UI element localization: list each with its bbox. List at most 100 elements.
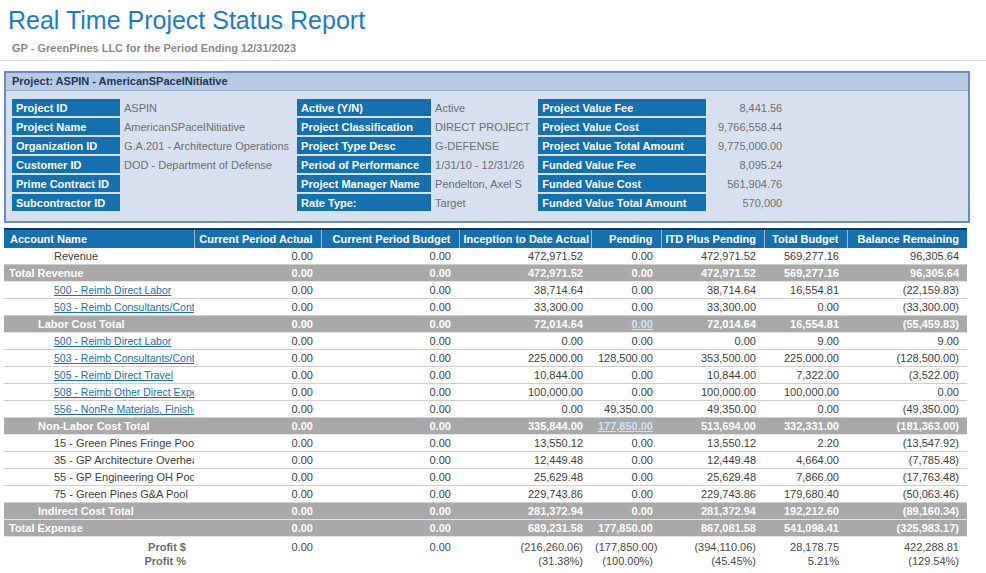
- value-cell: 0.00: [321, 299, 459, 316]
- value-cell: 0.00: [321, 469, 459, 486]
- value-cell: 16,554.81: [764, 316, 847, 333]
- info-label: Funded Value Fee: [538, 156, 706, 173]
- value-cell: (22,159.83): [847, 282, 967, 299]
- value-cell: 281,372.94: [459, 503, 591, 520]
- account-name-cell: Labor Cost Total: [4, 316, 194, 333]
- report-page: Real Time Project Status Report GP - Gre…: [0, 0, 986, 573]
- value-cell: 0.00: [321, 333, 459, 350]
- value-cell: 38,714.64: [459, 282, 591, 299]
- value-cell: 0.00: [321, 418, 459, 435]
- account-name-cell: Total Expense: [4, 520, 194, 537]
- account-name-cell: 15 - Green Pines Fringe Pool: [4, 435, 194, 452]
- value-cell: 0.00: [591, 316, 661, 333]
- account-link[interactable]: 505 - Reimb Direct Travel: [54, 369, 173, 381]
- value-cell: 0.00: [321, 384, 459, 401]
- info-row: Project NameAmericanSPaceINitiative: [12, 118, 293, 135]
- info-label: Project ID: [12, 99, 120, 116]
- info-row: Project Manager NamePendelton, Axel S: [297, 175, 534, 192]
- value-cell: 0.00: [591, 299, 661, 316]
- info-value: Pendelton, Axel S: [431, 175, 534, 192]
- info-value: AmericanSPaceINitiative: [120, 118, 293, 135]
- value-cell: 0.00: [194, 452, 321, 469]
- account-link[interactable]: 500 - Reimb Direct Labor: [54, 335, 171, 347]
- value-cell: 0.00: [847, 384, 967, 401]
- value-cell: 38,714.64: [661, 282, 764, 299]
- value-cell: 472,971.52: [661, 265, 764, 282]
- value-cell: 33,300.00: [459, 299, 591, 316]
- profit-percent-value: 5.21%: [768, 554, 839, 568]
- value-cell: 0.00: [321, 282, 459, 299]
- project-info-group-1: Project IDASPINProject NameAmericanSPace…: [12, 97, 293, 213]
- account-link[interactable]: 503 - Reimb Consultants/Contrac: [54, 301, 194, 313]
- account-link[interactable]: 556 - NonRe Materials, Finished: [54, 403, 194, 415]
- value-cell: 569,277.16: [764, 265, 847, 282]
- info-row: Period of Performance1/31/10 - 12/31/26: [297, 156, 534, 173]
- column-header-current-period-budget: Current Period Budget: [321, 229, 459, 248]
- pending-detail-link[interactable]: 0.00: [632, 318, 653, 330]
- info-label: Customer ID: [12, 156, 120, 173]
- account-name-cell: 508 - Reimb Other Direct Expens: [4, 384, 194, 401]
- info-value: 8,095.24: [706, 156, 786, 173]
- value-cell: 332,331.00: [764, 418, 847, 435]
- profit-percent-value: (100.00%): [595, 554, 653, 568]
- value-cell: 0.00: [321, 316, 459, 333]
- account-link[interactable]: 503 - Reimb Consultants/Contrac: [54, 352, 194, 364]
- profit-dollar-label: Profit $: [8, 540, 186, 554]
- info-row: Active (Y/N)Active: [297, 99, 534, 116]
- profit-dollar-value: 0.00: [325, 540, 451, 554]
- value-cell: 335,844.00: [459, 418, 591, 435]
- info-value: 570,000: [706, 194, 786, 211]
- value-cell: 281,372.94: [661, 503, 764, 520]
- project-info-body: Project IDASPINProject NameAmericanSPace…: [6, 91, 968, 221]
- info-label: Project Type Desc: [297, 137, 431, 154]
- account-name-cell: Non-Labor Cost Total: [4, 418, 194, 435]
- info-label: Organization ID: [12, 137, 120, 154]
- table-row: 35 - GP Architecture Overhead0.000.0012,…: [4, 452, 967, 469]
- info-row: Rate Type:Target: [297, 194, 534, 211]
- profit-dollar-value: (394,110.06): [665, 540, 756, 554]
- table-row: 503 - Reimb Consultants/Contrac0.000.002…: [4, 350, 967, 367]
- table-row: 500 - Reimb Direct Labor0.000.0038,714.6…: [4, 282, 967, 299]
- account-link[interactable]: 508 - Reimb Other Direct Expens: [54, 386, 194, 398]
- info-label: Funded Value Cost: [538, 175, 706, 192]
- value-cell: 10,844.00: [459, 367, 591, 384]
- info-value: [120, 175, 293, 192]
- project-info-panel: Project: ASPIN - AmericanSPaceINitiative…: [4, 71, 970, 223]
- pending-detail-link[interactable]: 177,850.00: [598, 420, 653, 432]
- info-value: G.A.201 - Architecture Operations: [120, 137, 293, 154]
- value-cell: 0.00: [591, 367, 661, 384]
- value-cell: 0.00: [591, 282, 661, 299]
- value-cell: 0.00: [591, 384, 661, 401]
- table-row: Revenue0.000.00472,971.520.00472,971.525…: [4, 248, 967, 265]
- account-name-cell: Total Revenue: [4, 265, 194, 282]
- profit-value-cell: (216,260.06)(31.38%): [459, 537, 591, 571]
- table-row: 556 - NonRe Materials, Finished0.000.000…: [4, 401, 967, 418]
- page-title: Real Time Project Status Report: [0, 0, 986, 39]
- status-report-table: Account NameCurrent Period ActualCurrent…: [4, 228, 967, 570]
- profit-labels: Profit $Profit %: [4, 537, 194, 571]
- value-cell: 0.00: [591, 469, 661, 486]
- info-value: G-DEFENSE: [431, 137, 534, 154]
- value-cell: 229,743.86: [661, 486, 764, 503]
- value-cell: 0.00: [194, 299, 321, 316]
- value-cell: 0.00: [194, 282, 321, 299]
- value-cell: (89,160.34): [847, 503, 967, 520]
- value-cell: 0.00: [194, 265, 321, 282]
- value-cell: 0.00: [321, 435, 459, 452]
- info-value: 561,904.76: [706, 175, 786, 192]
- value-cell: 0.00: [194, 520, 321, 537]
- profit-value-cell: 0.00: [194, 537, 321, 571]
- value-cell: 13,550.12: [459, 435, 591, 452]
- account-link[interactable]: 500 - Reimb Direct Labor: [54, 284, 171, 296]
- info-label: Prime Contract ID: [12, 175, 120, 192]
- info-label: Project Value Fee: [538, 99, 706, 116]
- info-value: Active: [431, 99, 534, 116]
- value-cell: 0.00: [194, 469, 321, 486]
- value-cell: 0.00: [459, 333, 591, 350]
- total-row: Non-Labor Cost Total0.000.00335,844.0017…: [4, 418, 967, 435]
- info-label: Project Name: [12, 118, 120, 135]
- value-cell: 192,212.60: [764, 503, 847, 520]
- value-cell: 96,305.64: [847, 265, 967, 282]
- value-cell: 9.00: [764, 333, 847, 350]
- info-row: Project Value Fee8,441.56: [538, 99, 786, 116]
